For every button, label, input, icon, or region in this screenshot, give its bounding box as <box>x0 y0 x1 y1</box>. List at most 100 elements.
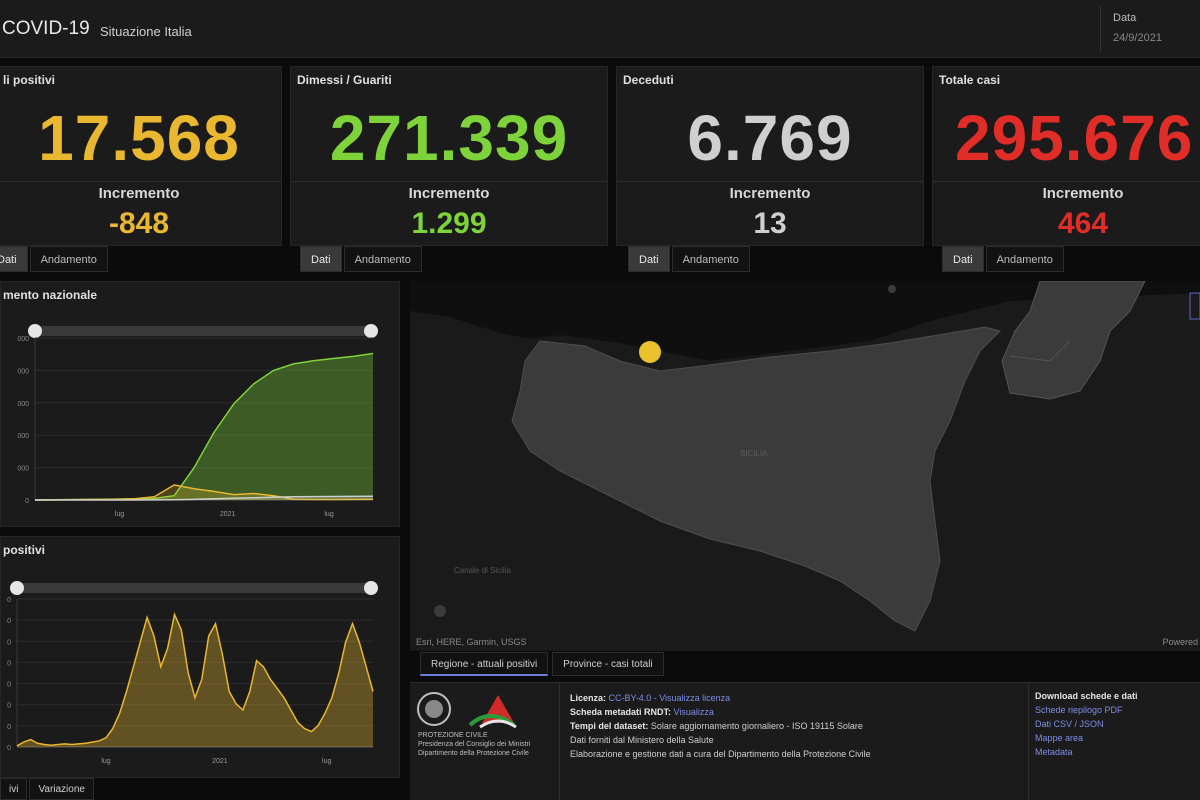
card-title: Totale casi <box>939 73 1001 87</box>
x-tick-label: lug <box>115 511 124 518</box>
scheda-link[interactable]: Visualizza <box>673 707 714 717</box>
logo-line-3: Dipartimento della Protezione Civile <box>418 750 529 757</box>
y-tick-label: 0 <box>7 660 11 667</box>
y-tick-label: 0 <box>7 682 11 689</box>
series-line <box>35 495 374 501</box>
logo-line-1: PROTEZIONE CIVILE <box>418 732 488 739</box>
y-tick-label: 0 <box>7 724 11 731</box>
download-link-maps[interactable]: Mappe area <box>1035 733 1084 743</box>
y-tick-label: 0 <box>7 618 11 625</box>
tempi-label: Tempi del dataset: <box>570 721 649 731</box>
tab-province-casi[interactable]: Province - casi totali <box>552 652 664 676</box>
emblem-core <box>425 700 443 718</box>
card-title: li positivi <box>3 73 56 87</box>
range-slider-handle-left[interactable] <box>28 324 42 338</box>
footer-info: PROTEZIONE CIVILE Presidenza del Consigl… <box>410 682 1200 800</box>
date-value: 24/9/2021 <box>1113 32 1162 44</box>
x-tick-label: lug <box>322 758 331 765</box>
range-slider-handle-right[interactable] <box>364 324 378 338</box>
range-slider-track[interactable] <box>17 583 373 593</box>
y-tick-label: 0 <box>25 498 29 505</box>
x-tick-label: 2021 <box>212 758 228 765</box>
download-link-csv[interactable]: Dati CSV / JSON <box>1035 719 1104 729</box>
tab-andamento[interactable]: Andamento <box>985 246 1064 272</box>
map-label-sicily: SICILIA <box>740 449 768 458</box>
y-tick-label: 0 <box>7 597 11 604</box>
card-positivi: li positivi 17.568 Incremento -848 <box>0 66 282 246</box>
island <box>434 605 446 617</box>
map-canvas[interactable]: SICILIA Canale di Sicilia <box>410 281 1200 651</box>
download-link-pdf[interactable]: Schede riepilogo PDF <box>1035 705 1123 715</box>
map-credit: Esri, HERE, Garmin, USGS <box>416 637 527 647</box>
logo-text: PROTEZIONE CIVILE Presidenza del Consigl… <box>418 731 548 758</box>
download-title: Download schede e dati <box>1035 691 1138 701</box>
download-link-metadata[interactable]: Metadata <box>1035 747 1073 757</box>
chart-title: positivi <box>3 543 46 557</box>
card-increment-value: -848 <box>108 207 170 240</box>
x-tick-label: lug <box>324 511 333 518</box>
y-tick-label: 0 <box>7 745 11 752</box>
tab-dati[interactable]: Dati <box>300 246 342 272</box>
sicily-region[interactable] <box>511 326 1001 632</box>
tab-positivi[interactable]: ivi <box>0 778 28 800</box>
date-label: Data <box>1113 12 1137 24</box>
card-title: Dimessi / Guariti <box>297 73 392 87</box>
tab-dati[interactable]: Dati <box>942 246 984 272</box>
card-tabs-guariti: Dati Andamento <box>300 246 424 272</box>
tab-variazione[interactable]: Variazione <box>29 778 94 800</box>
chart-positivi: 0 0 0 0 0 0 0 0 lug 2021 lug <box>7 581 378 765</box>
series-area <box>17 614 373 747</box>
chart-panel-positivi: positivi 0 0 0 0 0 0 0 0 lug 2021 lug <box>0 536 400 778</box>
emblem-repubblica-icon <box>417 692 451 726</box>
map-label-sea: Canale di Sicilia <box>454 566 511 575</box>
series-area <box>35 484 373 500</box>
logo-emblems <box>417 692 517 729</box>
tempi-value: Solare aggiornamento giornaliero - ISO 1… <box>650 721 863 731</box>
series-area <box>35 353 373 500</box>
licenza-link[interactable]: CC-BY-4.0 - Visualizza licenza <box>608 693 731 703</box>
y-tick-label: 000 <box>17 368 29 375</box>
series-line <box>16 611 374 747</box>
card-value: 271.339 <box>329 102 569 174</box>
card-value: 295.676 <box>955 102 1194 174</box>
logos-area: PROTEZIONE CIVILE Presidenza del Consigl… <box>410 683 560 800</box>
map-powered: Powered <box>1162 637 1198 647</box>
card-deceduti: Deceduti 6.769 Incremento 13 <box>616 66 924 246</box>
card-totale-casi: Totale casi 295.676 Incremento 464 <box>932 66 1200 246</box>
range-slider-handle-right[interactable] <box>364 581 378 595</box>
tab-dati[interactable]: Dati <box>0 246 28 272</box>
card-tabs-totale: Dati Andamento <box>942 246 1066 272</box>
tab-andamento[interactable]: Andamento <box>29 246 108 272</box>
card-title: Deceduti <box>623 73 674 87</box>
y-tick-label: 0 <box>7 639 11 646</box>
card-value: 6.769 <box>687 102 853 174</box>
tab-dati[interactable]: Dati <box>628 246 670 272</box>
card-divider <box>291 181 607 182</box>
date-box: Data 24/9/2021 <box>1100 6 1200 52</box>
card-divider <box>0 181 281 182</box>
positivi-marker[interactable] <box>639 341 661 363</box>
download-block: Download schede e dati Schede riepilogo … <box>1028 683 1200 800</box>
tab-andamento[interactable]: Andamento <box>671 246 750 272</box>
tab-regione-positivi[interactable]: Regione - attuali positivi <box>420 652 549 676</box>
info-block: Licenza: CC-BY-4.0 - Visualizza licenza … <box>570 691 1020 761</box>
chart-tabs: ivi Variazione <box>0 778 96 800</box>
card-increment-label: Incremento <box>1042 185 1124 202</box>
card-increment-label: Incremento <box>408 185 490 202</box>
card-increment-label: Incremento <box>729 185 811 202</box>
range-slider-track[interactable] <box>35 326 373 336</box>
tab-andamento[interactable]: Andamento <box>343 246 422 272</box>
card-divider <box>617 181 923 182</box>
scheda-label: Scheda metadati RNDT: <box>570 707 672 717</box>
elaborazione-line: Elaborazione e gestione dati a cura del … <box>570 749 871 759</box>
licenza-label: Licenza: <box>570 693 607 703</box>
y-tick-label: 0 <box>7 703 11 710</box>
x-tick-label: lug <box>101 758 110 765</box>
card-guariti: Dimessi / Guariti 271.339 Incremento 1.2… <box>290 66 608 246</box>
range-slider-handle-left[interactable] <box>10 581 24 595</box>
map-zoom-control[interactable] <box>1189 292 1200 320</box>
map-view[interactable]: SICILIA Canale di Sicilia Esri, HERE, Ga… <box>410 281 1200 651</box>
card-increment-value: 13 <box>753 207 787 240</box>
y-tick-label: 000 <box>17 466 29 473</box>
